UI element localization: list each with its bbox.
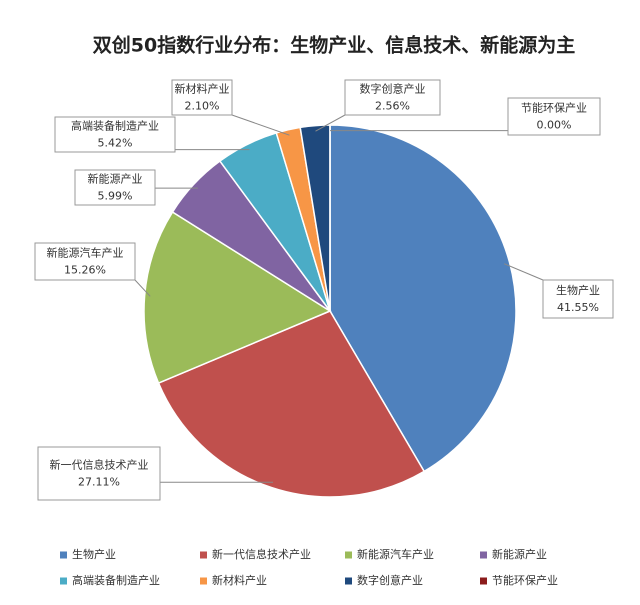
legend-label: 新能源产业 bbox=[492, 547, 547, 561]
label-name: 新一代信息技术产业 bbox=[50, 458, 149, 472]
data-label: 27.11% bbox=[78, 476, 120, 489]
label-name: 新材料产业 bbox=[175, 82, 230, 96]
label-name: 生物产业 bbox=[556, 283, 600, 297]
legend-swatch bbox=[200, 551, 207, 559]
legend-label: 高端装备制造产业 bbox=[72, 573, 160, 587]
legend-swatch bbox=[480, 577, 487, 585]
label-box bbox=[74, 169, 156, 206]
chart-title: 双创50指数行业分布：生物产业、信息技术、新能源为主 bbox=[93, 34, 575, 57]
label-box bbox=[507, 97, 601, 136]
legend-swatch bbox=[60, 551, 67, 559]
leader-line bbox=[231, 114, 290, 136]
label-name: 高端装备制造产业 bbox=[71, 119, 159, 133]
leader-line bbox=[134, 279, 151, 297]
label-box bbox=[34, 242, 136, 281]
data-label: 15.26% bbox=[64, 264, 106, 277]
leader-line bbox=[315, 114, 346, 132]
label-box bbox=[171, 79, 233, 116]
legend-swatch bbox=[480, 551, 487, 559]
data-label: 5.99% bbox=[98, 190, 133, 203]
legend-swatch bbox=[200, 577, 207, 585]
legend-label: 新能源汽车产业 bbox=[357, 547, 434, 561]
data-label: 0.00% bbox=[537, 119, 572, 132]
pie-slice bbox=[157, 310, 426, 498]
pie-slice bbox=[143, 211, 332, 385]
legend-label: 数字创意产业 bbox=[357, 573, 423, 587]
label-box bbox=[54, 116, 176, 153]
legend-swatch bbox=[345, 551, 352, 559]
leader-line bbox=[503, 263, 544, 281]
label-box bbox=[37, 446, 161, 501]
legend-label: 新材料产业 bbox=[212, 573, 267, 587]
legend-label: 生物产业 bbox=[72, 547, 116, 561]
label-name: 新能源产业 bbox=[88, 172, 143, 186]
data-label: 2.56% bbox=[375, 100, 410, 113]
legend-swatch bbox=[345, 577, 352, 585]
label-box bbox=[542, 279, 614, 319]
label-box bbox=[344, 79, 441, 116]
label-name: 新能源汽车产业 bbox=[47, 246, 124, 260]
data-label: 41.55% bbox=[557, 301, 599, 314]
legend-label: 新一代信息技术产业 bbox=[212, 547, 311, 561]
legend-label: 节能环保产业 bbox=[492, 573, 558, 587]
label-name: 数字创意产业 bbox=[360, 82, 426, 96]
data-label: 2.10% bbox=[185, 100, 220, 113]
label-name: 节能环保产业 bbox=[521, 101, 587, 115]
legend-swatch bbox=[60, 577, 67, 585]
data-label: 5.42% bbox=[98, 137, 133, 150]
pie-slice bbox=[329, 124, 517, 473]
